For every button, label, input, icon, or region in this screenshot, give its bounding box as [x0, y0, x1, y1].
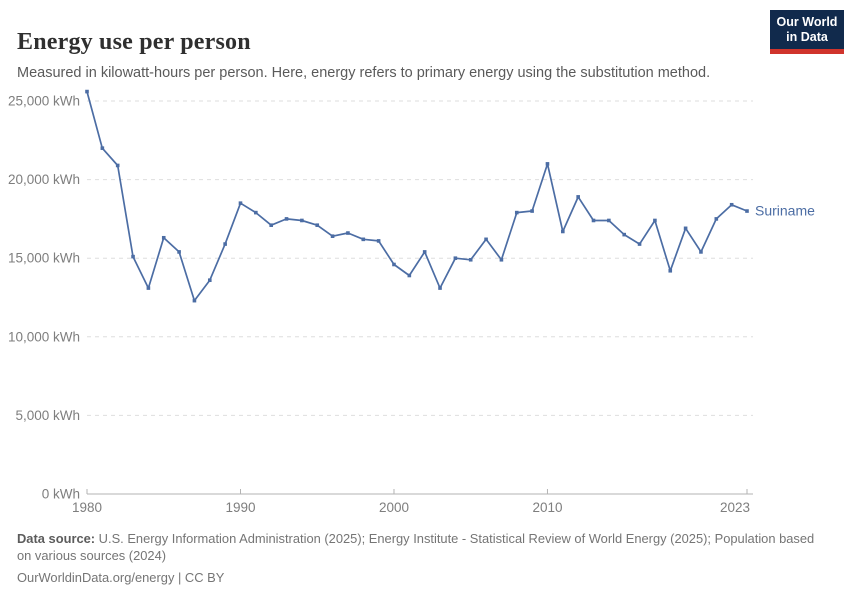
data-point[interactable]	[745, 209, 749, 213]
data-point[interactable]	[361, 237, 366, 242]
data-source-label: Data source:	[17, 531, 96, 546]
x-axis-label: 1980	[72, 500, 102, 515]
data-point[interactable]	[530, 209, 534, 213]
data-point[interactable]	[161, 235, 166, 240]
data-point[interactable]	[484, 237, 488, 242]
data-point[interactable]	[499, 257, 504, 262]
data-point[interactable]	[330, 234, 335, 238]
data-point[interactable]	[514, 210, 519, 215]
data-point[interactable]	[192, 298, 197, 303]
data-point[interactable]	[407, 273, 412, 278]
chart-footer: Data source: U.S. Energy Information Adm…	[17, 530, 817, 586]
owid-logo-line1: Our World	[776, 15, 838, 29]
data-point[interactable]	[545, 162, 550, 166]
y-axis-label: 25,000 kWh	[8, 94, 80, 109]
data-point[interactable]	[376, 239, 381, 243]
data-point[interactable]	[300, 218, 304, 223]
y-axis-label: 0 kWh	[42, 487, 80, 502]
license-line: OurWorldinData.org/energy | CC BY	[17, 570, 225, 586]
data-point[interactable]	[699, 250, 703, 254]
data-point[interactable]	[607, 218, 611, 223]
data-point[interactable]	[115, 163, 120, 168]
data-point[interactable]	[591, 218, 596, 223]
data-point[interactable]	[422, 250, 427, 254]
data-point[interactable]	[254, 210, 258, 215]
chart-subtitle: Measured in kilowatt-hours per person. H…	[17, 64, 711, 81]
data-point[interactable]	[561, 229, 565, 234]
data-point[interactable]	[146, 286, 151, 290]
data-line-suriname[interactable]	[86, 91, 748, 302]
data-point[interactable]	[207, 278, 212, 283]
y-axis-label: 5,000 kWh	[15, 408, 80, 423]
data-point[interactable]	[238, 201, 243, 205]
x-axis-label: 1990	[225, 500, 255, 515]
data-point[interactable]	[392, 262, 396, 267]
x-axis-label: 2010	[532, 500, 562, 515]
data-point[interactable]	[683, 226, 688, 231]
data-point[interactable]	[668, 268, 673, 273]
y-axis-label: 10,000 kWh	[8, 329, 80, 344]
data-point[interactable]	[177, 250, 181, 254]
data-point[interactable]	[269, 223, 273, 227]
owid-logo-line2: in Data	[786, 30, 828, 44]
owid-logo[interactable]: Our World in Data	[770, 10, 844, 54]
x-axis-label: 2000	[379, 500, 409, 515]
data-source-text: U.S. Energy Information Administration (…	[17, 531, 815, 564]
data-point[interactable]	[100, 146, 105, 150]
x-axis-label: 2023	[720, 500, 750, 515]
data-point[interactable]	[637, 242, 642, 246]
page-title: Energy use per person	[17, 29, 251, 56]
data-point[interactable]	[131, 254, 135, 259]
data-point[interactable]	[315, 223, 320, 227]
data-point[interactable]	[346, 231, 350, 235]
data-point[interactable]	[284, 217, 289, 221]
data-source-line: Data source: U.S. Energy Information Adm…	[17, 530, 817, 564]
data-point[interactable]	[653, 218, 657, 223]
y-axis-label: 20,000 kWh	[8, 172, 80, 187]
series-end-label[interactable]: Suriname	[755, 203, 815, 219]
data-point[interactable]	[438, 286, 442, 290]
data-point[interactable]	[576, 195, 580, 199]
data-point[interactable]	[468, 257, 473, 262]
data-point[interactable]	[622, 232, 627, 237]
data-point[interactable]	[453, 256, 458, 260]
y-axis-label: 15,000 kWh	[8, 251, 80, 266]
data-point[interactable]	[223, 242, 227, 246]
data-point[interactable]	[85, 89, 89, 94]
data-point[interactable]	[714, 217, 719, 221]
data-point[interactable]	[729, 202, 734, 207]
